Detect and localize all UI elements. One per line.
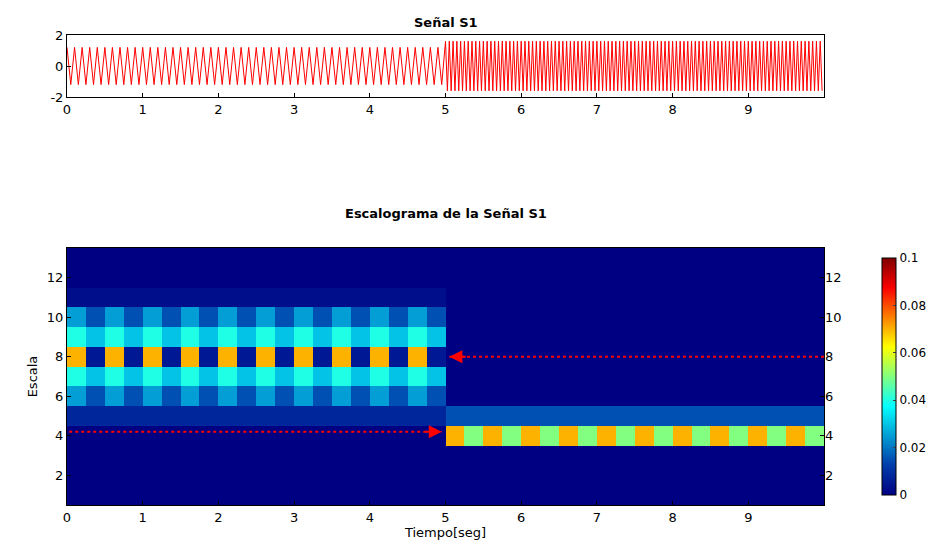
svg-text:6: 6 — [55, 389, 63, 404]
svg-text:2: 2 — [825, 468, 833, 483]
svg-text:-2: -2 — [50, 90, 63, 105]
svg-text:5: 5 — [441, 102, 449, 117]
svg-text:Escala: Escala — [25, 356, 40, 398]
svg-text:7: 7 — [593, 510, 601, 525]
svg-text:2: 2 — [214, 510, 222, 525]
svg-text:0: 0 — [55, 59, 63, 74]
svg-text:0.02: 0.02 — [899, 441, 926, 455]
svg-text:4: 4 — [366, 510, 374, 525]
svg-text:5: 5 — [441, 510, 449, 525]
svg-text:0: 0 — [899, 488, 907, 502]
svg-text:2: 2 — [214, 102, 222, 117]
svg-text:0.06: 0.06 — [899, 346, 926, 360]
svg-text:1: 1 — [139, 102, 147, 117]
svg-text:0: 0 — [63, 102, 71, 117]
svg-text:8: 8 — [668, 510, 676, 525]
svg-text:3: 3 — [290, 102, 298, 117]
svg-text:7: 7 — [593, 102, 601, 117]
svg-text:2: 2 — [55, 468, 63, 483]
svg-text:0: 0 — [63, 510, 71, 525]
svg-text:0.08: 0.08 — [899, 299, 926, 313]
svg-text:8: 8 — [55, 349, 63, 364]
svg-text:4: 4 — [366, 102, 374, 117]
svg-text:0.04: 0.04 — [899, 393, 926, 407]
svg-text:4: 4 — [55, 428, 63, 443]
svg-text:6: 6 — [825, 389, 833, 404]
svg-text:9: 9 — [744, 510, 752, 525]
svg-text:Tiempo[seg]: Tiempo[seg] — [404, 525, 486, 540]
svg-text:1: 1 — [139, 510, 147, 525]
svg-text:8: 8 — [825, 349, 833, 364]
svg-text:Señal S1: Señal S1 — [414, 15, 478, 30]
svg-text:10: 10 — [47, 310, 64, 325]
svg-text:9: 9 — [744, 102, 752, 117]
svg-text:12: 12 — [825, 270, 842, 285]
svg-text:6: 6 — [517, 510, 525, 525]
svg-text:10: 10 — [825, 310, 842, 325]
svg-text:6: 6 — [517, 102, 525, 117]
svg-text:Escalograma de la Señal S1: Escalograma de la Señal S1 — [345, 206, 547, 221]
svg-text:3: 3 — [290, 510, 298, 525]
svg-text:2: 2 — [55, 28, 63, 43]
svg-text:4: 4 — [825, 428, 833, 443]
svg-text:8: 8 — [668, 102, 676, 117]
svg-text:0.1: 0.1 — [899, 251, 918, 265]
svg-text:12: 12 — [47, 270, 64, 285]
